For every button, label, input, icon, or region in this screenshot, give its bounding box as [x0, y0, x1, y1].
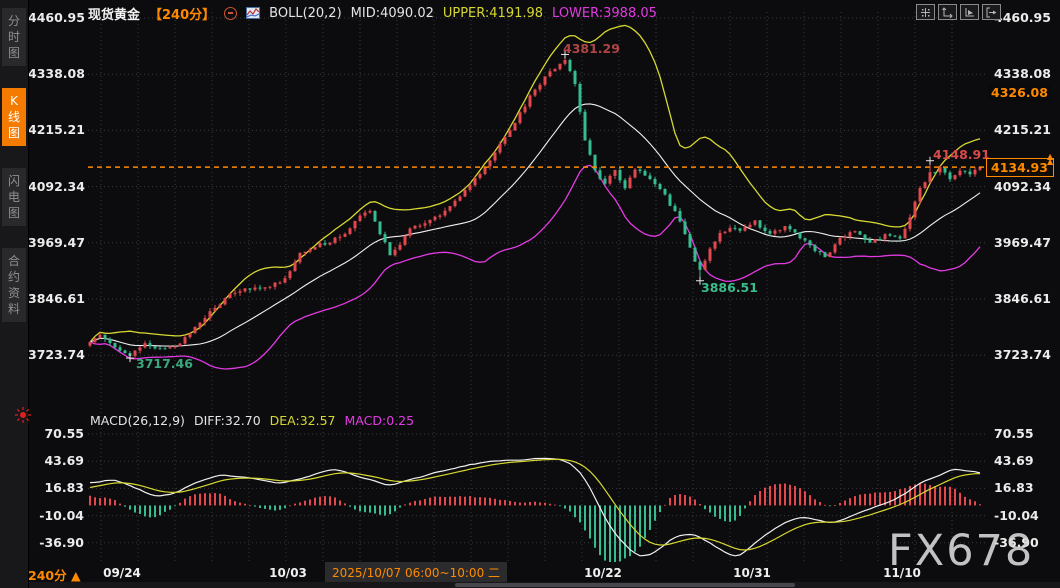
- period-selector-button[interactable]: 240分 ▲: [28, 565, 81, 584]
- tab-flash-chart[interactable]: 闪电图: [2, 168, 26, 226]
- macd-hist-value: MACD:0.25: [344, 413, 415, 428]
- chart-header: 现货黄金 【240分】 BOLL(20,2) MID:4090.02 UPPER…: [88, 4, 657, 23]
- chevron-up-icon: ▲: [70, 568, 81, 583]
- macd-dea-value: DEA:32.57: [269, 413, 336, 428]
- chart-toolbar: [916, 4, 1001, 20]
- reference-price-badge: 4326.08: [988, 84, 1051, 101]
- period-label[interactable]: 【240分】: [149, 7, 216, 23]
- symbol-name: 现货黄金: [88, 7, 141, 23]
- boll-upper-value: UPPER:4191.98: [442, 5, 544, 21]
- live-dot-icon: [15, 407, 31, 423]
- boll-lower-value: LOWER:3988.05: [552, 5, 657, 21]
- pane-shift-right-button[interactable]: [982, 4, 1001, 20]
- period-text: 240分: [28, 568, 67, 583]
- crosshair-tool-button[interactable]: [916, 4, 935, 20]
- indicator-name[interactable]: BOLL(20,2): [269, 5, 342, 21]
- tab-label: 闪电图: [7, 174, 20, 220]
- indicator-remove-icon[interactable]: [224, 6, 238, 20]
- tab-label: 合约资料: [7, 254, 20, 316]
- tab-kline-chart[interactable]: K线图: [2, 88, 26, 146]
- macd-diff-value: DIFF:32.70: [193, 413, 261, 428]
- axis-scale-left-button[interactable]: [938, 4, 957, 20]
- candle-date-tooltip: 2025/10/07 06:00~10:00 二: [325, 562, 508, 583]
- current-price-badge: 4134.93: [986, 158, 1054, 178]
- sidebar: 分时图 K线图 闪电图 合约资料: [0, 0, 29, 588]
- tab-label: K线图: [7, 94, 20, 140]
- axis-scale-right-button[interactable]: [960, 4, 979, 20]
- price-up-arrows-icon: ▲ ▲: [1047, 152, 1054, 167]
- tab-label: 分时图: [7, 14, 20, 60]
- boll-mid-value: MID:4090.02: [350, 5, 434, 21]
- horizontal-scrollbar[interactable]: [0, 582, 1060, 588]
- macd-indicator-bar: MACD(26,12,9) DIFF:32.70 DEA:32.57 MACD:…: [90, 413, 414, 428]
- tab-time-chart[interactable]: 分时图: [2, 8, 26, 66]
- tab-contract-info[interactable]: 合约资料: [2, 248, 26, 322]
- line-chart-icon[interactable]: [246, 7, 261, 19]
- watermark: FX678: [888, 526, 1035, 576]
- macd-name[interactable]: MACD(26,12,9): [90, 413, 185, 428]
- scrollbar-thumb[interactable]: [455, 583, 795, 587]
